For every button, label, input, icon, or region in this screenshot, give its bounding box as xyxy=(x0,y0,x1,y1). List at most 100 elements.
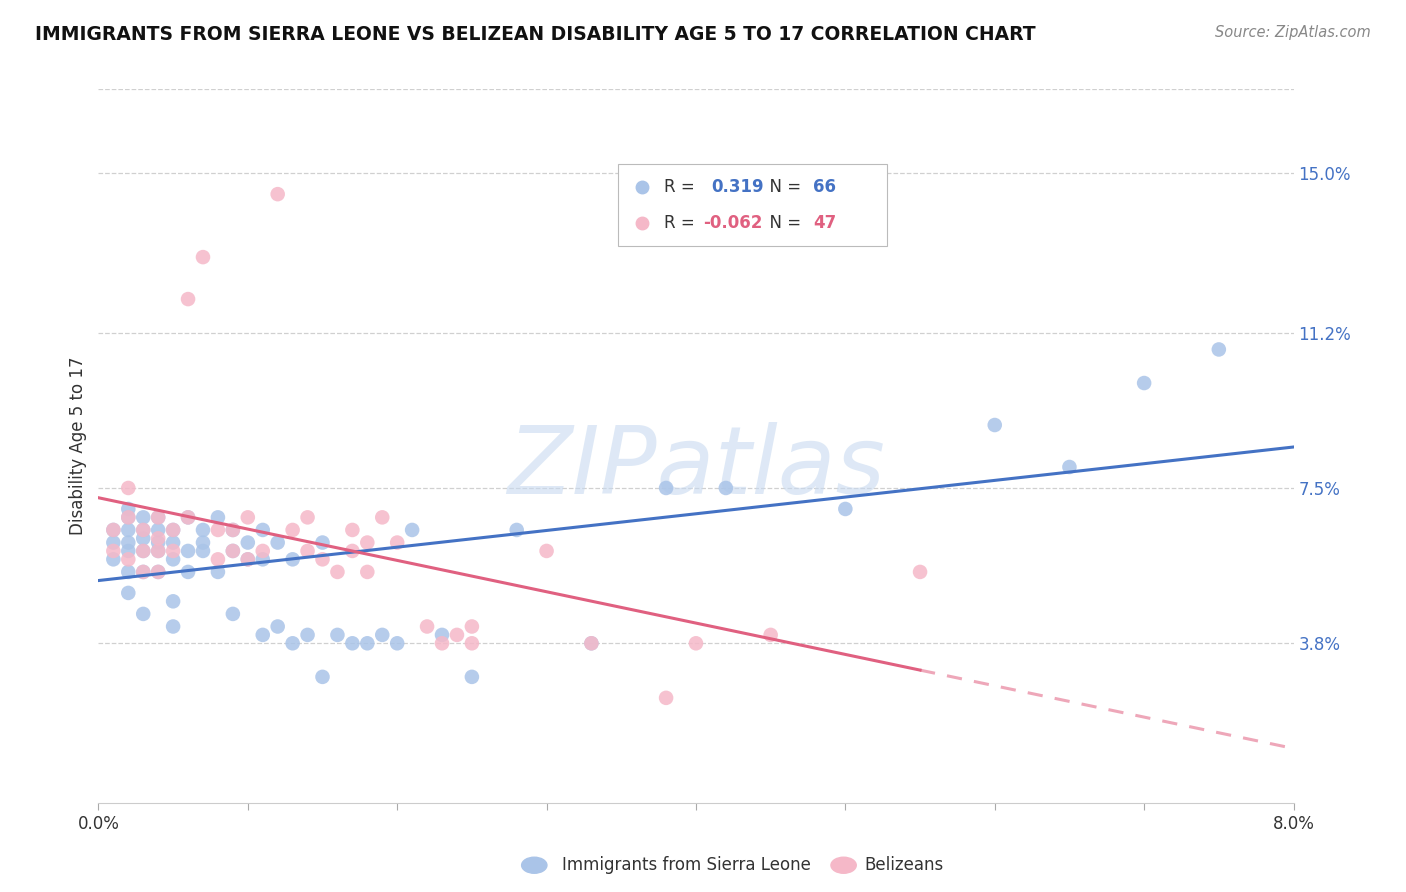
Point xyxy=(714,481,737,495)
Point xyxy=(252,552,274,566)
Point xyxy=(342,636,364,650)
Point xyxy=(1208,343,1230,357)
Point xyxy=(162,523,184,537)
Point xyxy=(162,619,184,633)
Point xyxy=(177,510,200,524)
Point xyxy=(103,523,125,537)
Point xyxy=(132,565,155,579)
Point xyxy=(162,552,184,566)
Point xyxy=(191,250,214,264)
Point xyxy=(281,523,304,537)
Point xyxy=(162,544,184,558)
Point xyxy=(236,552,259,566)
Point xyxy=(207,565,229,579)
Point xyxy=(117,510,139,524)
Point xyxy=(117,523,139,537)
Point xyxy=(117,502,139,516)
Point xyxy=(252,523,274,537)
Point xyxy=(177,510,200,524)
Point xyxy=(416,619,439,633)
Point xyxy=(132,544,155,558)
Text: 0.319: 0.319 xyxy=(711,178,763,196)
Point xyxy=(326,565,349,579)
Text: 66: 66 xyxy=(813,178,837,196)
Point xyxy=(267,619,290,633)
Text: ZIPatlas: ZIPatlas xyxy=(508,422,884,513)
Point xyxy=(162,523,184,537)
Point xyxy=(236,552,259,566)
Point xyxy=(103,544,125,558)
Point xyxy=(461,670,484,684)
Point xyxy=(461,619,484,633)
Point xyxy=(281,636,304,650)
Point xyxy=(117,552,139,566)
Point xyxy=(385,535,409,549)
Point xyxy=(311,535,333,549)
Point xyxy=(536,544,558,558)
Text: Belizeans: Belizeans xyxy=(865,856,943,874)
Point xyxy=(207,510,229,524)
Text: IMMIGRANTS FROM SIERRA LEONE VS BELIZEAN DISABILITY AGE 5 TO 17 CORRELATION CHAR: IMMIGRANTS FROM SIERRA LEONE VS BELIZEAN… xyxy=(35,25,1036,44)
Point xyxy=(267,187,290,202)
Point xyxy=(132,607,155,621)
Text: -0.062: -0.062 xyxy=(703,214,762,232)
Text: Immigrants from Sierra Leone: Immigrants from Sierra Leone xyxy=(562,856,811,874)
Point xyxy=(191,523,214,537)
Point xyxy=(132,523,155,537)
Point xyxy=(132,565,155,579)
Point xyxy=(191,535,214,549)
Point xyxy=(162,535,184,549)
Point xyxy=(834,502,856,516)
Point xyxy=(162,594,184,608)
Point xyxy=(117,510,139,524)
Point xyxy=(236,510,259,524)
Point xyxy=(222,523,245,537)
Point xyxy=(281,552,304,566)
Point xyxy=(356,636,378,650)
Point xyxy=(581,636,603,650)
Point xyxy=(342,523,364,537)
FancyBboxPatch shape xyxy=(619,164,887,246)
Point xyxy=(655,690,678,705)
Text: N =: N = xyxy=(759,214,807,232)
Point xyxy=(759,628,782,642)
Point xyxy=(117,565,139,579)
Text: Source: ZipAtlas.com: Source: ZipAtlas.com xyxy=(1215,25,1371,40)
Point xyxy=(191,544,214,558)
Text: 47: 47 xyxy=(813,214,837,232)
Point xyxy=(148,535,170,549)
Point xyxy=(252,544,274,558)
Point xyxy=(177,292,200,306)
Text: R =: R = xyxy=(664,178,700,196)
Point xyxy=(177,565,200,579)
Point xyxy=(148,565,170,579)
Point xyxy=(430,636,453,650)
Point xyxy=(207,552,229,566)
Point xyxy=(461,636,484,650)
Point xyxy=(103,535,125,549)
Point xyxy=(311,670,333,684)
Point xyxy=(117,481,139,495)
Point xyxy=(148,544,170,558)
Point xyxy=(148,510,170,524)
Point xyxy=(581,636,603,650)
Point xyxy=(148,510,170,524)
Point xyxy=(371,628,394,642)
Point xyxy=(1059,460,1081,475)
Point xyxy=(222,544,245,558)
Point xyxy=(655,481,678,495)
Point xyxy=(371,510,394,524)
Point xyxy=(132,532,155,546)
Point xyxy=(326,628,349,642)
Point xyxy=(117,544,139,558)
Point xyxy=(103,523,125,537)
Y-axis label: Disability Age 5 to 17: Disability Age 5 to 17 xyxy=(69,357,87,535)
Point xyxy=(297,510,319,524)
Point xyxy=(311,552,333,566)
Point xyxy=(1133,376,1156,390)
Point xyxy=(267,535,290,549)
Point xyxy=(401,523,423,537)
Point xyxy=(222,523,245,537)
Point xyxy=(148,532,170,546)
Point xyxy=(207,523,229,537)
